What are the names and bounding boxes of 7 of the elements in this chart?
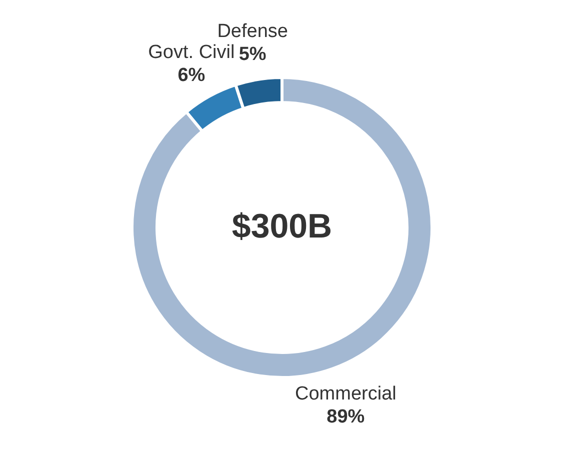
data-label: 89%: [326, 406, 365, 428]
data-label: 5%: [238, 44, 266, 65]
data-label: 6%: [178, 64, 206, 86]
slice-label: Commercial: [295, 383, 396, 404]
slice-label: Defense: [217, 20, 288, 42]
slice-label: Govt. Civil: [148, 42, 235, 63]
text: $300B: [232, 208, 332, 246]
